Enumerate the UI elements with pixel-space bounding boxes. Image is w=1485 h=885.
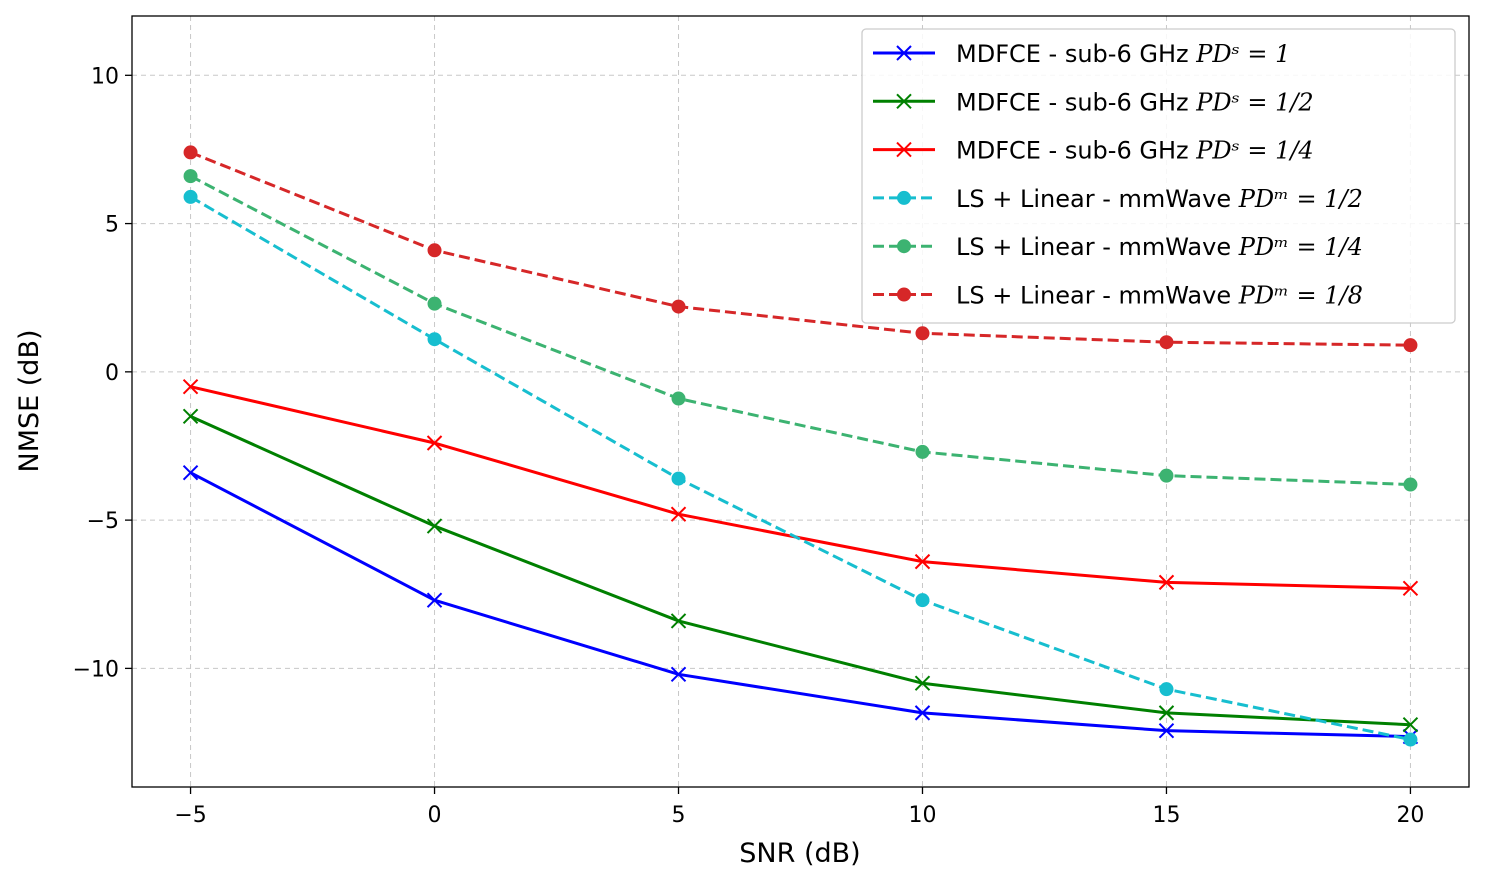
y-tick-label: 10 [91, 64, 119, 89]
data-point [1403, 338, 1418, 353]
legend: MDFCE - sub-6 GHz PDˢ = 1 MDFCE - sub-6 G… [861, 28, 1456, 324]
data-point [427, 243, 442, 258]
data-point [1159, 468, 1174, 483]
data-point [671, 299, 686, 314]
data-point [1158, 722, 1175, 739]
data-point [183, 145, 198, 160]
data-point [1402, 580, 1419, 597]
y-tick-label: 0 [105, 361, 119, 386]
data-point [670, 613, 687, 629]
y-tick-label: 5 [105, 213, 119, 238]
series-2 [182, 408, 1419, 733]
legend-item: MDFCE - sub-6 GHz PDˢ = 1/4 [873, 137, 1314, 165]
data-point [670, 506, 687, 522]
legend-item: LS + Linear - mmWave PDᵐ = 1/8 [873, 282, 1363, 310]
ticks: −5 0 5 10 15 20 −10 −5 0 5 10 [73, 64, 1425, 828]
data-point [182, 464, 199, 481]
data-point [426, 435, 443, 451]
series-4 [183, 189, 1418, 747]
x-axis-label: SNR (dB) [739, 838, 860, 869]
data-point [915, 444, 930, 459]
data-point [671, 391, 686, 406]
legend-math: PDᵐ = 1/8 [1238, 282, 1363, 310]
series-6 [183, 145, 1418, 353]
legend-marker [896, 45, 912, 61]
series-line [189, 151, 1411, 347]
x-tick-label: 0 [428, 803, 442, 828]
x-tick-label: 20 [1396, 803, 1424, 828]
data-point [1159, 682, 1174, 697]
legend-math: PDᵐ = 1/4 [1238, 233, 1363, 261]
data-point [671, 471, 686, 486]
data-point [182, 408, 199, 425]
series-1 [182, 464, 1419, 745]
legend-label: MDFCE - sub-6 GHz PDˢ = 1/2 [956, 88, 1314, 116]
x-tick-label: 10 [908, 803, 936, 828]
data-point [426, 518, 443, 534]
data-point [183, 169, 198, 184]
series-line [189, 471, 1411, 739]
data-point [183, 189, 198, 204]
legend-math: PDˢ = 1 [1195, 40, 1290, 68]
data-point [1402, 717, 1419, 733]
x-tick-label: 5 [672, 803, 686, 828]
series-line [190, 385, 1411, 590]
data-point [1403, 732, 1418, 747]
x-tick-label: 15 [1152, 803, 1180, 828]
data-point [426, 592, 443, 608]
legend-label: MDFCE - sub-6 GHz PDˢ = 1 [956, 40, 1290, 68]
legend-item: MDFCE - sub-6 GHz PDˢ = 1/2 [873, 88, 1314, 116]
x-tick-label: −5 [174, 803, 206, 828]
legend-marker [897, 239, 911, 254]
legend-marker [896, 141, 912, 158]
data-point [914, 553, 931, 570]
legend-marker [897, 287, 911, 302]
data-point [427, 296, 442, 311]
data-point [914, 705, 931, 721]
legend-item: LS + Linear - mmWave PDᵐ = 1/2 [873, 185, 1363, 213]
y-tick-label: −5 [87, 509, 119, 534]
data-point [1403, 477, 1418, 492]
series-layer [182, 145, 1419, 747]
series-line [189, 414, 1411, 727]
legend-label: LS + Linear - mmWave PDᵐ = 1/8 [956, 282, 1363, 310]
series-line [189, 195, 1411, 742]
series-line [189, 174, 1411, 487]
series-3 [182, 378, 1419, 597]
data-point [1159, 335, 1174, 350]
legend-math: PDᵐ = 1/2 [1238, 185, 1363, 213]
plot-frame [131, 15, 1470, 788]
y-axis-label: NMSE (dB) [14, 329, 45, 472]
data-point [1158, 574, 1175, 591]
legend-item: LS + Linear - mmWave PDᵐ = 1/4 [873, 233, 1363, 261]
data-point [1158, 705, 1175, 721]
legend-label: MDFCE - sub-6 GHz PDˢ = 1/4 [956, 137, 1314, 165]
data-point [914, 675, 931, 691]
data-point [670, 666, 687, 683]
y-tick-label: −10 [73, 657, 119, 682]
legend-item: MDFCE - sub-6 GHz PDˢ = 1 [873, 40, 1290, 68]
legend-label: LS + Linear - mmWave PDᵐ = 1/2 [956, 185, 1363, 213]
data-point [915, 326, 930, 341]
data-point [182, 378, 199, 395]
legend-label: LS + Linear - mmWave PDᵐ = 1/4 [956, 233, 1363, 261]
data-point [915, 593, 930, 608]
legend-box [861, 28, 1456, 324]
series-5 [183, 169, 1418, 492]
legend-math: PDˢ = 1/2 [1195, 88, 1313, 116]
legend-marker [896, 93, 912, 110]
data-point [427, 332, 442, 347]
legend-marker [897, 190, 911, 205]
legend-math: PDˢ = 1/4 [1195, 137, 1313, 165]
